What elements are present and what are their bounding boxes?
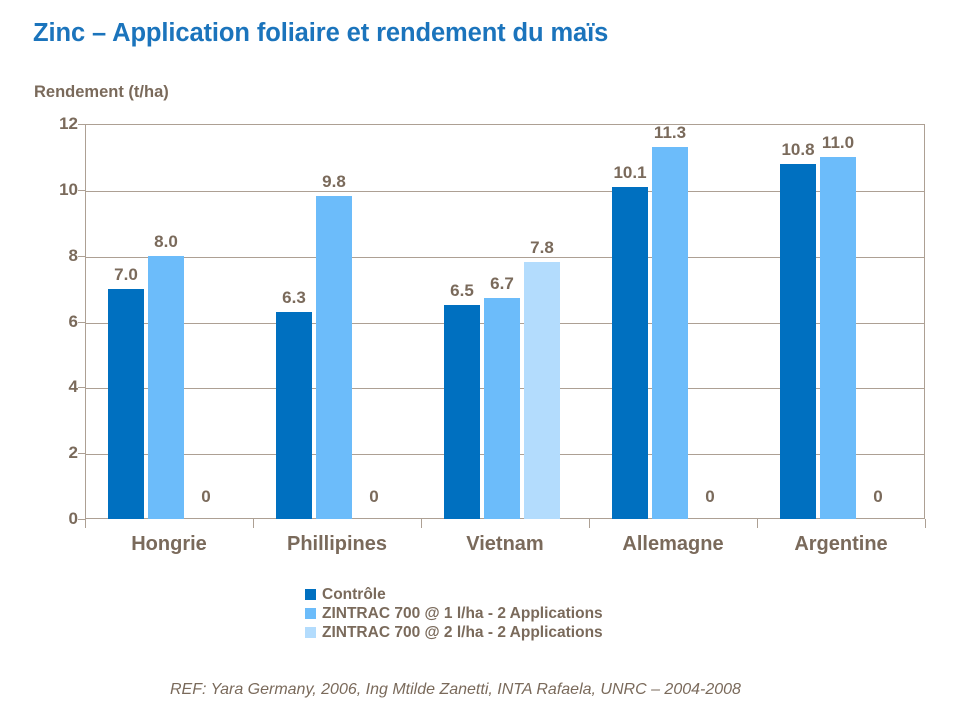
legend-label: ZINTRAC 700 @ 1 l/ha - 2 Applications — [322, 604, 603, 622]
y-axis-tick-mark — [78, 321, 85, 323]
y-axis-tick-mark — [78, 519, 85, 520]
reference-footnote: REF: Yara Germany, 2006, Ing Mtilde Zane… — [170, 681, 741, 698]
y-axis-tick-mark — [78, 255, 85, 257]
chart-legend: Contrôle ZINTRAC 700 @ 1 l/ha - 2 Applica… — [305, 585, 603, 642]
x-axis-category-label: Hongrie — [131, 533, 207, 555]
legend-swatch-icon — [305, 589, 316, 600]
x-axis-tick-mark — [757, 519, 758, 528]
y-axis-tick-mark — [78, 387, 85, 389]
x-axis-tick-mark — [85, 519, 86, 528]
x-axis-category-label: Argentine — [794, 533, 888, 555]
y-axis-tick-label: 4 — [68, 377, 78, 397]
legend-label: Contrôle — [322, 585, 386, 603]
x-axis-tick-mark — [925, 519, 926, 528]
gridlines — [86, 125, 924, 518]
y-axis-tick-label: 10 — [59, 179, 78, 199]
plot-area — [85, 124, 925, 519]
page-title: Zinc – Application foliaire et rendement… — [33, 19, 609, 47]
y-axis-tick-mark — [78, 189, 85, 191]
gridline — [86, 190, 924, 192]
y-axis-tick-mark — [78, 453, 85, 455]
y-axis-title: Rendement (t/ha) — [34, 83, 169, 101]
x-axis-category-label: Phillipines — [286, 533, 388, 555]
x-axis-tick-mark — [253, 519, 254, 528]
x-axis-category-label: Vietnam — [466, 533, 544, 555]
legend-item: ZINTRAC 700 @ 1 l/ha - 2 Applications — [305, 604, 603, 623]
gridline — [86, 322, 924, 324]
legend-item: Contrôle — [305, 585, 603, 604]
legend-swatch-icon — [305, 608, 316, 619]
y-axis-tick-label: 0 — [68, 509, 78, 528]
x-axis-category-label: Allemagne — [622, 533, 724, 555]
gridline — [86, 454, 924, 456]
gridline — [86, 256, 924, 258]
y-axis-tick-label: 12 — [59, 114, 78, 133]
legend-swatch-icon — [305, 627, 316, 638]
legend-item: ZINTRAC 700 @ 2 l/ha - 2 Applications — [305, 623, 603, 642]
y-axis-tick-label: 8 — [68, 245, 78, 265]
x-axis-tick-mark — [589, 519, 590, 528]
y-axis-tick-mark — [78, 124, 85, 125]
x-axis-tick-mark — [421, 519, 422, 528]
y-axis-tick-label: 6 — [68, 311, 78, 331]
gridline — [86, 388, 924, 390]
legend-label: ZINTRAC 700 @ 2 l/ha - 2 Applications — [322, 623, 603, 641]
y-axis-tick-label: 2 — [68, 443, 78, 463]
